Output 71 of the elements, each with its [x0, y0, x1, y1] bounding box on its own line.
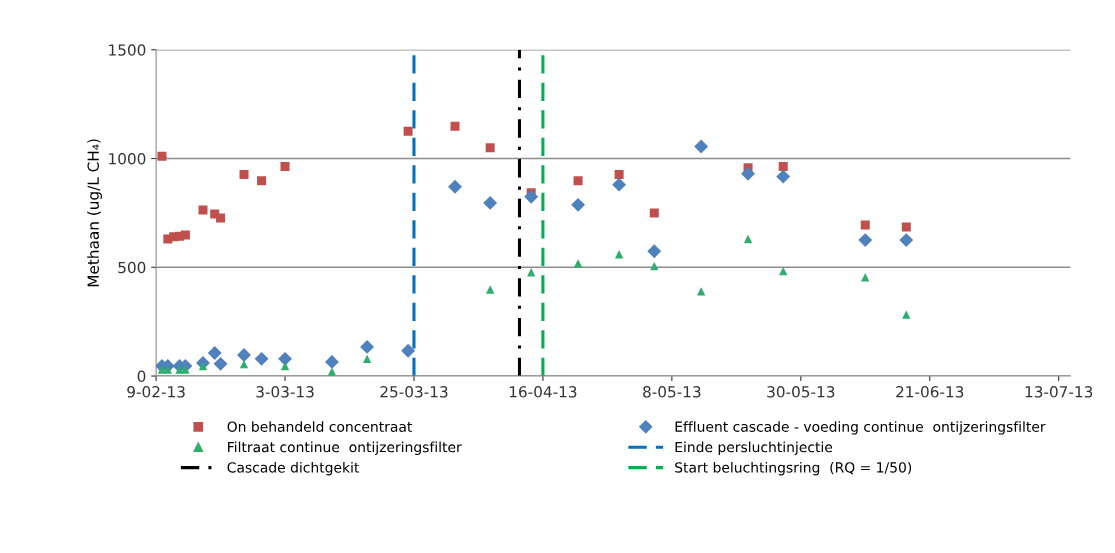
point [180, 230, 190, 240]
point [899, 233, 914, 248]
legend-label: Cascade dichtgekit [227, 461, 360, 476]
x-tick-label: 3-03-13 [256, 386, 314, 398]
point [403, 126, 413, 136]
point [647, 244, 662, 259]
point [207, 346, 222, 360]
point [401, 343, 416, 358]
point [163, 365, 172, 374]
x-tick-label: 16-04-13 [509, 386, 577, 398]
point [239, 170, 249, 180]
point [614, 250, 624, 259]
point [198, 361, 208, 371]
point [778, 162, 788, 172]
point [483, 195, 498, 210]
point [216, 213, 226, 223]
point [360, 339, 375, 354]
point [448, 179, 462, 194]
legend-label: Start beluchtingsring (RQ = 1/50) [675, 461, 912, 476]
point [901, 222, 911, 232]
x-tick-label: 13-07-13 [1025, 386, 1093, 398]
legend-label: Filtraat continue ontijzeringsfilter [228, 441, 462, 455]
point [779, 267, 788, 276]
point [650, 262, 659, 271]
y-tick-label: 1500 [109, 44, 146, 56]
point [450, 121, 460, 131]
point [278, 351, 292, 366]
legend-label: On behandeld concentraat [227, 421, 413, 432]
point [743, 234, 753, 244]
point [697, 287, 706, 296]
x-tick-label: 30-05-13 [767, 386, 835, 398]
point [776, 169, 791, 184]
y-tick-label: 1000 [109, 152, 146, 165]
point [362, 354, 372, 364]
point [324, 354, 339, 369]
y-axis-title: Methaan (ug/L CH₄) [87, 139, 102, 287]
point [213, 356, 228, 371]
point [157, 365, 167, 374]
point [571, 197, 586, 212]
point [257, 176, 267, 186]
legend-label: Effluent cascade - voeding continue ontijzeringsfilter [675, 421, 1046, 435]
point [741, 166, 755, 181]
point [157, 151, 167, 161]
point [237, 348, 251, 362]
point [612, 177, 627, 192]
point [485, 143, 495, 153]
point [614, 170, 624, 180]
point [254, 351, 269, 366]
x-tick-label: 9-02-13 [127, 386, 185, 398]
point [280, 162, 290, 172]
y-tick-label: 500 [118, 261, 146, 274]
point [181, 365, 190, 374]
point [573, 176, 583, 186]
point [902, 310, 911, 319]
legend-label: Einde persluchtinjectie [675, 441, 833, 455]
point [573, 259, 583, 268]
point [486, 285, 495, 294]
point [280, 361, 290, 371]
point [198, 205, 208, 215]
point [524, 189, 539, 204]
x-tick-label: 21-06-13 [896, 386, 964, 398]
x-tick-label: 8-05-13 [643, 386, 701, 398]
point [858, 233, 873, 248]
y-tick-label: 0 [137, 370, 146, 383]
point [239, 359, 249, 369]
point [327, 367, 337, 376]
point [649, 208, 659, 218]
point [527, 268, 536, 277]
point [694, 139, 709, 154]
x-tick-label: 25-03-13 [380, 386, 448, 398]
point [860, 220, 870, 230]
